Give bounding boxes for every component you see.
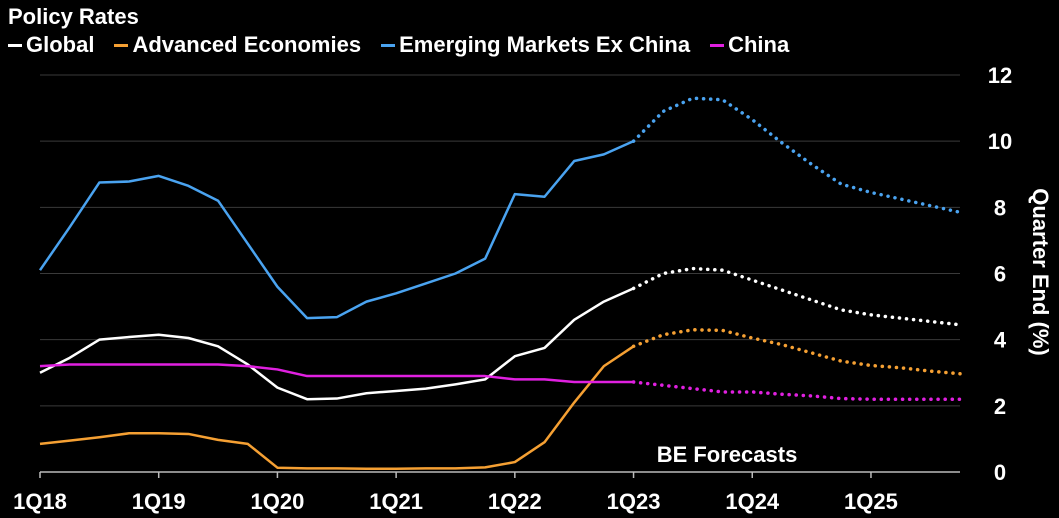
y-tick-label-10: 10 [988,129,1012,154]
forecast-line-emerging-markets-ex-china [631,96,962,215]
series-line-global [39,287,635,401]
y-tick-label-2: 2 [994,394,1006,419]
series-line-emerging-markets-ex-china [38,140,635,320]
y-tick-label-0: 0 [994,460,1006,485]
y-tick-label-12: 12 [988,63,1012,88]
legend-label-emerging-markets: Emerging Markets Ex China [399,32,691,57]
x-tick-label-1q21: 1Q21 [369,489,423,514]
y-tick-label-6: 6 [994,262,1006,287]
legend-label-china: China [728,32,790,57]
x-tick-label-1q19: 1Q19 [132,489,186,514]
y-ticks: 0 2 4 6 8 10 12 [988,63,1012,485]
legend-swatch-advanced-economies [114,43,129,47]
legend-swatch-china [710,43,725,47]
legend-item-global: Global [8,32,94,58]
x-tick-label-1q22: 1Q22 [488,489,542,514]
chart-title: Policy Rates [8,4,139,29]
x-tick-label-1q20: 1Q20 [251,489,305,514]
y-tick-label-8: 8 [994,195,1006,220]
x-tick-label-1q25: 1Q25 [844,489,898,514]
forecast-annotation: BE Forecasts [657,442,798,467]
legend-item-china: China [710,32,789,58]
x-tick-label-1q23: 1Q23 [607,489,661,514]
legend-label-advanced-economies: Advanced Economies [132,32,362,57]
x-tick-label-1q24: 1Q24 [725,489,780,514]
legend-label-global: Global [26,32,95,57]
legend: Global Advanced Economies Emerging Marke… [8,32,789,58]
forecast-line-advanced-economies [631,327,962,376]
grid [40,74,960,473]
legend-item-emerging-markets: Emerging Markets Ex China [381,32,690,58]
legend-item-advanced-economies: Advanced Economies [114,32,361,58]
forecast-line-global [631,266,962,327]
y-axis-label: Quarter End (%) [1028,188,1053,355]
legend-swatch-emerging-markets [381,43,396,47]
x-ticks: 1Q18 1Q19 1Q20 1Q21 1Q22 1Q23 1Q24 1Q25 [13,472,898,514]
x-tick-label-1q18: 1Q18 [13,489,67,514]
series-lines [38,96,962,470]
series-line-china [39,363,634,384]
series-line-advanced-economies [39,345,635,470]
forecast-line-china [631,380,962,401]
y-tick-label-4: 4 [994,328,1007,353]
legend-swatch-global [8,43,22,47]
